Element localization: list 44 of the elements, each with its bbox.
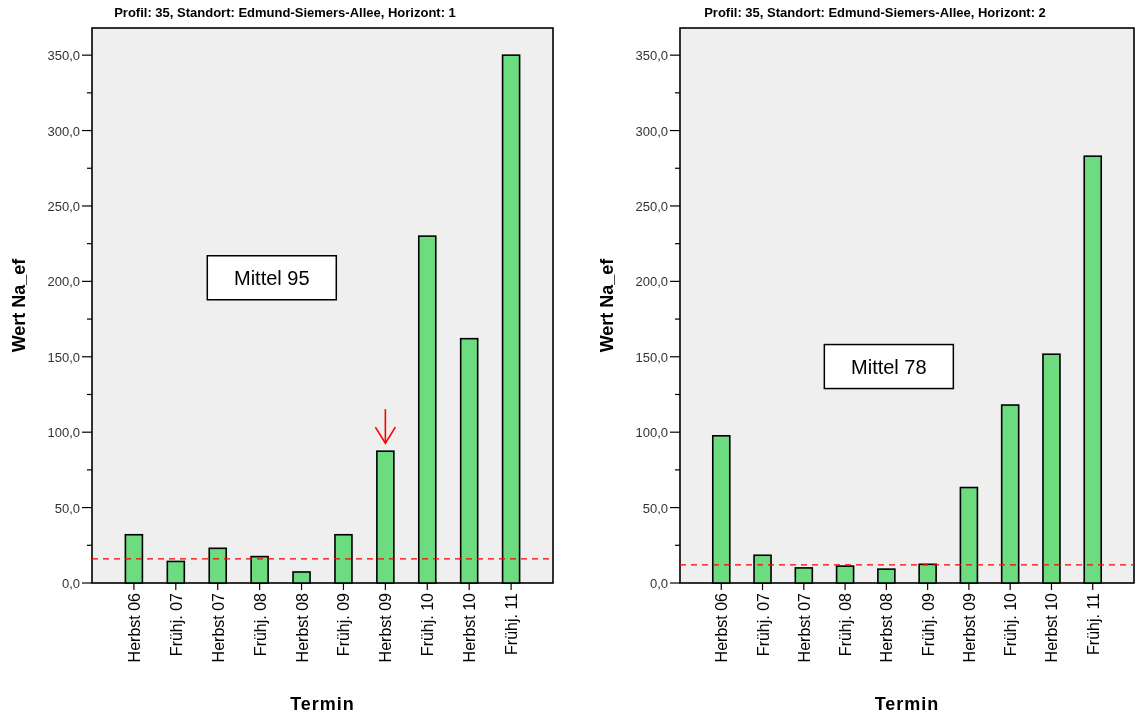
x-tick-label: Herbst 07 xyxy=(209,592,227,663)
x-tick-label: Herbst 10 xyxy=(1043,592,1061,663)
x-tick-label: Frühj. 09 xyxy=(335,592,353,657)
x-tick-label: Herbst 07 xyxy=(795,592,813,663)
y-axis-title: Wert Na_ef xyxy=(597,257,617,353)
annotation: Mittel 78 xyxy=(851,355,927,378)
y-axis-title: Wert Na_ef xyxy=(9,257,29,353)
y-tick-label: 350,0 xyxy=(635,48,668,64)
y-tick-label: 200,0 xyxy=(635,274,668,290)
x-tick-label: Herbst 09 xyxy=(960,592,978,663)
y-tick-label: 300,0 xyxy=(47,123,80,139)
x-tick-label: Herbst 08 xyxy=(293,592,311,663)
y-tick-label: 250,0 xyxy=(635,198,668,214)
chart-title: Profil: 35, Standort: Edmund-Siemers-Allee, Horizont: 2 xyxy=(704,5,1046,20)
y-tick-label: 50,0 xyxy=(54,500,80,516)
x-tick-label: Frühj. 07 xyxy=(754,592,772,657)
y-tick-label: 100,0 xyxy=(635,425,668,441)
y-tick-label: 300,0 xyxy=(635,123,668,139)
x-tick-label: Herbst 09 xyxy=(377,592,395,663)
y-tick-label: 350,0 xyxy=(47,48,80,64)
x-tick-label: Frühj. 11 xyxy=(1084,592,1102,655)
y-tick-label: 0,0 xyxy=(649,576,668,591)
x-tick-label: Herbst 10 xyxy=(461,592,479,663)
x-tick-label: Herbst 08 xyxy=(878,592,896,663)
y-tick-label: 100,0 xyxy=(47,425,80,441)
x-tick-label: Frühj. 08 xyxy=(837,592,855,657)
x-tick-label: Frühj. 10 xyxy=(419,592,437,657)
x-tick-label: Frühj. 07 xyxy=(167,592,185,657)
y-tick-label: 50,0 xyxy=(642,500,668,516)
x-axis-title: Termin xyxy=(290,694,355,714)
x-axis-title: Termin xyxy=(874,694,940,714)
x-tick-label: Frühj. 10 xyxy=(1002,592,1020,657)
x-tick-label: Herbst 06 xyxy=(713,592,731,663)
y-tick-label: 250,0 xyxy=(47,198,80,214)
x-tick-label: Frühj. 09 xyxy=(919,592,937,657)
x-tick-label: Frühj. 11 xyxy=(503,592,521,655)
chart-title: Profil: 35, Standort: Edmund-Siemers-Allee, Horizont: 1 xyxy=(114,5,456,20)
y-tick-label: 0,0 xyxy=(61,576,80,591)
annotation: Mittel 95 xyxy=(233,266,310,289)
x-tick-label: Herbst 06 xyxy=(125,592,143,663)
y-tick-label: 150,0 xyxy=(635,349,668,365)
x-tick-label: Frühj. 08 xyxy=(251,592,269,657)
y-tick-label: 150,0 xyxy=(47,349,80,365)
y-tick-label: 200,0 xyxy=(47,274,80,290)
